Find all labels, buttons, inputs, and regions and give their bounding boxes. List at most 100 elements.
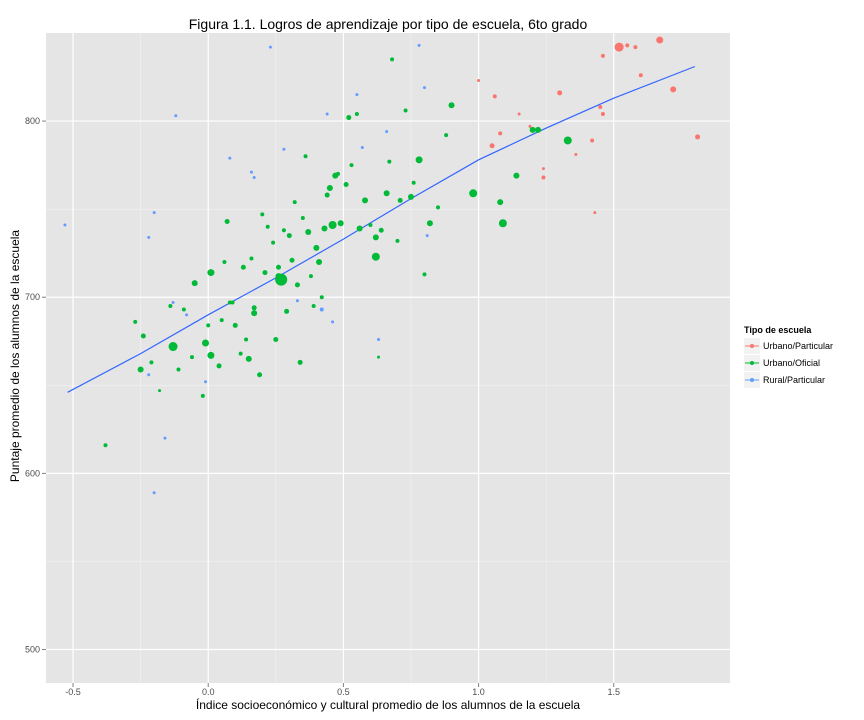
- data-point-urbano-oficial: [232, 322, 238, 328]
- data-point-urbano-oficial: [422, 272, 427, 277]
- y-tick-label: 500: [25, 645, 40, 655]
- y-tick-label: 600: [25, 468, 40, 478]
- data-point-rural-particular: [355, 93, 359, 97]
- data-point-rural-particular: [422, 86, 426, 90]
- data-point-urbano-oficial: [271, 240, 276, 245]
- data-point-urbano-oficial: [207, 351, 215, 359]
- legend: Tipo de escuela Urbano/ParticularUrbano/…: [744, 325, 833, 388]
- data-point-urbano-particular: [638, 73, 643, 78]
- data-point-urbano-particular: [670, 86, 677, 93]
- data-point-urbano-oficial: [275, 273, 282, 280]
- legend-title: Tipo de escuela: [744, 325, 812, 335]
- data-point-rural-particular: [152, 491, 156, 495]
- data-point-urbano-particular: [541, 167, 545, 171]
- data-point-urbano-oficial: [219, 318, 224, 323]
- data-point-urbano-oficial: [346, 115, 352, 121]
- data-point-urbano-oficial: [133, 319, 138, 324]
- legend-items: Urbano/Particular Urbano/Oficial Rural/Par…: [744, 338, 833, 388]
- data-point-urbano-particular: [477, 79, 481, 83]
- x-axis-title: Índice socioeconómico y cultural promedi…: [196, 697, 581, 712]
- data-point-urbano-particular: [574, 153, 578, 157]
- data-point-rural-particular: [325, 112, 329, 116]
- data-point-urbano-oficial: [368, 223, 373, 228]
- data-point-urbano-particular: [557, 90, 563, 96]
- legend-key-point: [750, 361, 754, 365]
- data-point-urbano-oficial: [498, 219, 507, 228]
- data-point-urbano-oficial: [273, 337, 279, 343]
- data-point-rural-particular: [147, 235, 151, 239]
- data-point-rural-particular: [295, 299, 299, 303]
- data-point-urbano-oficial: [415, 156, 423, 164]
- data-point-urbano-oficial: [563, 136, 572, 145]
- data-point-rural-particular: [252, 175, 256, 179]
- trend-line: [67, 65, 696, 393]
- data-point-urbano-oficial: [216, 363, 222, 369]
- data-point-urbano-oficial: [140, 333, 146, 339]
- plot-panel: [46, 33, 730, 683]
- data-point-urbano-oficial: [378, 227, 384, 233]
- data-point-rural-particular: [331, 320, 335, 324]
- data-point-urbano-oficial: [137, 366, 144, 373]
- data-point-urbano-oficial: [265, 224, 270, 229]
- data-point-urbano-oficial: [497, 199, 504, 206]
- data-point-urbano-oficial: [349, 163, 354, 168]
- data-point-urbano-oficial: [257, 372, 263, 378]
- data-point-urbano-particular: [593, 211, 597, 215]
- data-point-urbano-particular: [600, 53, 605, 58]
- data-point-urbano-oficial: [319, 295, 324, 300]
- data-point-rural-particular: [249, 170, 253, 174]
- legend-label: Urbano/Oficial: [763, 358, 820, 368]
- data-point-urbano-oficial: [251, 305, 257, 311]
- x-tick-label: 1.0: [472, 687, 485, 697]
- data-point-urbano-oficial: [103, 443, 108, 448]
- data-point-urbano-oficial: [181, 307, 186, 312]
- data-point-urbano-oficial: [436, 205, 441, 210]
- data-point-urbano-oficial: [206, 323, 211, 328]
- axis-ticks: -0.5 0.0 0.5 1.0 1.5 500 600 700 800: [25, 116, 620, 697]
- data-point-urbano-oficial: [176, 367, 181, 372]
- data-point-urbano-particular: [656, 36, 664, 44]
- data-point-urbano-particular: [600, 112, 605, 117]
- data-point-rural-particular: [163, 436, 167, 440]
- data-point-urbano-oficial: [535, 126, 542, 133]
- y-tick-label: 700: [25, 292, 40, 302]
- data-point-urbano-oficial: [324, 192, 330, 198]
- data-point-urbano-oficial: [245, 355, 252, 362]
- data-point-urbano-oficial: [529, 126, 536, 133]
- data-point-rural-particular: [63, 223, 67, 227]
- data-point-urbano-particular: [498, 131, 503, 136]
- trend-line-group: [67, 65, 696, 393]
- x-tick-label: -0.5: [65, 687, 81, 697]
- x-tick-label: 0.5: [337, 687, 350, 697]
- data-point-urbano-oficial: [191, 280, 198, 287]
- data-point-urbano-oficial: [149, 360, 154, 365]
- data-point-urbano-oficial: [397, 197, 403, 203]
- data-point-rural-particular: [228, 156, 232, 160]
- data-point-urbano-oficial: [321, 225, 328, 232]
- data-point-urbano-oficial: [372, 234, 379, 241]
- data-point-urbano-oficial: [286, 233, 292, 239]
- data-point-urbano-oficial: [158, 389, 162, 393]
- data-point-rural-particular: [268, 45, 272, 49]
- data-point-rural-particular: [152, 211, 156, 215]
- data-point-urbano-oficial: [200, 393, 205, 398]
- data-point-urbano-oficial: [337, 220, 344, 227]
- data-point-urbano-oficial: [377, 355, 381, 359]
- data-point-urbano-oficial: [335, 171, 340, 176]
- legend-key-point: [750, 344, 754, 348]
- data-point-urbano-oficial: [238, 351, 243, 356]
- data-point-urbano-particular: [528, 124, 532, 128]
- data-point-urbano-oficial: [189, 355, 194, 360]
- x-tick-label: 0.0: [202, 687, 215, 697]
- data-point-urbano-oficial: [513, 172, 520, 179]
- data-point-urbano-oficial: [426, 220, 433, 227]
- data-point-urbano-oficial: [356, 225, 363, 232]
- data-point-urbano-oficial: [313, 244, 320, 251]
- data-point-urbano-oficial: [240, 264, 246, 270]
- data-point-urbano-oficial: [387, 159, 392, 164]
- data-point-urbano-oficial: [362, 197, 369, 204]
- data-point-urbano-oficial: [305, 229, 312, 236]
- x-tick-label: 1.5: [607, 687, 620, 697]
- data-point-rural-particular: [319, 307, 324, 312]
- data-point-urbano-oficial: [326, 185, 333, 192]
